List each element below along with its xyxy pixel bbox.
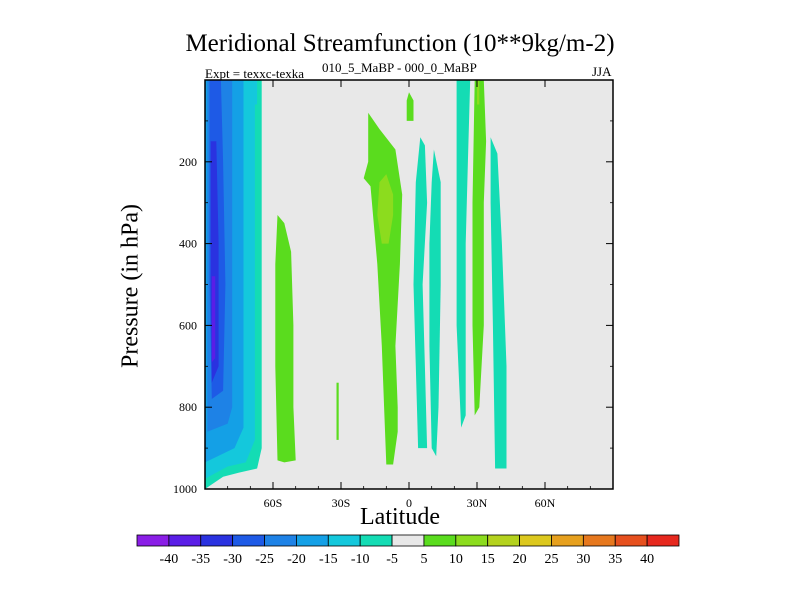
colorbar-label-9: 10 xyxy=(449,552,463,567)
contour-region-6 xyxy=(211,276,216,363)
colorbar-swatch-7 xyxy=(359,534,393,547)
colorbar-swatch-3 xyxy=(232,534,265,547)
colorbar-label-14: 35 xyxy=(608,552,622,567)
contour-region-12 xyxy=(377,174,394,244)
colorbar-swatch-8 xyxy=(391,534,425,547)
colorbar-label-2: -30 xyxy=(223,552,242,567)
colorbar-label-4: -20 xyxy=(287,552,306,567)
colorbar-label-10: 15 xyxy=(481,552,495,567)
colorbar-swatch-1 xyxy=(168,534,202,547)
contour-region-17 xyxy=(477,80,480,105)
x-tick-label-2: 0 xyxy=(406,496,412,510)
contour-region-15 xyxy=(456,80,471,428)
colorbar-label-11: 20 xyxy=(513,552,527,567)
colorbar-label-5: -15 xyxy=(319,552,338,567)
y-tick-label-1: 400 xyxy=(179,237,197,251)
colorbar-label-3: -25 xyxy=(255,552,274,567)
y-tick-label-3: 800 xyxy=(179,400,197,414)
colorbar-label-8: 5 xyxy=(420,552,427,567)
chart-title: Meridional Streamfunction (10**9kg/m-2) xyxy=(185,30,615,57)
contour-region-7 xyxy=(252,80,258,105)
x-tick-label-0: 60S xyxy=(264,496,283,510)
contour-region-11 xyxy=(406,92,414,121)
colorbar-swatch-6 xyxy=(327,534,361,547)
colorbar-swatch-15 xyxy=(614,534,648,547)
x-axis-label: Latitude xyxy=(360,504,440,530)
contour-region-13 xyxy=(413,137,428,449)
colorbar-label-1: -35 xyxy=(191,552,210,567)
colorbar-swatch-9 xyxy=(423,534,457,547)
colorbar-swatch-0 xyxy=(136,534,170,547)
x-tick-label-1: 30S xyxy=(332,496,351,510)
contour-region-8 xyxy=(275,215,296,463)
season-label: JJA xyxy=(592,64,612,79)
contour-region-14 xyxy=(429,149,441,457)
colorbar-label-12: 25 xyxy=(544,552,558,567)
y-tick-label-0: 200 xyxy=(179,155,197,169)
y-tick-label-4: 1000 xyxy=(173,482,197,496)
colorbar-swatch-2 xyxy=(200,534,234,547)
colorbar-label-0: -40 xyxy=(160,552,179,567)
plot-background xyxy=(205,80,613,489)
colorbar: -40 -35 -30 -25 -20 -15 -10 -5 5 10 15 20 25 30 35 40 xyxy=(136,534,680,567)
contour-region-9 xyxy=(336,382,339,440)
x-tick-label-4: 60N xyxy=(535,496,556,510)
colorbar-label-13: 30 xyxy=(576,552,590,567)
x-tick-label-3: 30N xyxy=(467,496,488,510)
colorbar-label-6: -10 xyxy=(351,552,370,567)
contour-region-16 xyxy=(472,80,487,416)
colorbar-swatch-11 xyxy=(487,534,520,547)
experiment-label: Expt = texxc-texka xyxy=(205,66,305,81)
colorbar-swatch-4 xyxy=(264,534,297,547)
colorbar-swatch-5 xyxy=(296,534,329,547)
y-tick-label-2: 600 xyxy=(179,318,197,332)
colorbar-swatch-16 xyxy=(646,534,680,547)
colorbar-swatch-13 xyxy=(551,534,584,547)
contour-region-18 xyxy=(490,137,507,469)
contour-regions xyxy=(205,80,507,489)
colorbar-swatch-10 xyxy=(455,534,489,547)
colorbar-label-7: -5 xyxy=(386,552,398,567)
colorbar-swatch-14 xyxy=(582,534,616,547)
colorbar-swatch-12 xyxy=(519,534,552,547)
colorbar-label-15: 40 xyxy=(640,552,654,567)
chart-subtitle: 010_5_MaBP - 000_0_MaBP xyxy=(322,60,477,75)
